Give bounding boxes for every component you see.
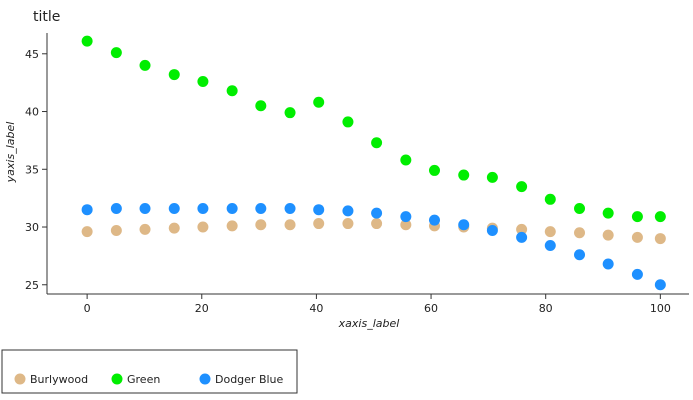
burlywood-point <box>110 224 122 236</box>
green-point <box>313 96 325 108</box>
y-tick-label: 35 <box>25 163 39 176</box>
burlywood-point <box>168 222 180 234</box>
x-tick-label: 40 <box>309 302 323 315</box>
green-point <box>400 154 412 166</box>
legend-box <box>1 349 298 394</box>
dodger-blue-point <box>139 203 151 215</box>
green-point <box>516 181 528 193</box>
green-point <box>544 193 556 205</box>
dodger-blue-point <box>654 279 666 291</box>
green-point <box>110 47 122 59</box>
x-tick-label: 60 <box>424 302 438 315</box>
plot-area <box>46 33 689 295</box>
green-point <box>458 169 470 181</box>
dodger-blue-point <box>168 203 180 215</box>
green-point <box>342 116 354 128</box>
dodger-blue-point <box>342 205 354 217</box>
legend-swatch-dodger-blue <box>199 373 211 385</box>
burlywood-point <box>574 227 586 239</box>
x-tick-label: 80 <box>539 302 553 315</box>
burlywood-point <box>544 226 556 238</box>
green-point <box>284 107 296 119</box>
burlywood-point <box>255 219 267 231</box>
dodger-blue-point <box>486 224 498 236</box>
burlywood-point <box>284 219 296 231</box>
burlywood-point <box>139 223 151 235</box>
dodger-blue-point <box>544 239 556 251</box>
dodger-blue-point <box>255 203 267 215</box>
burlywood-point <box>371 218 383 230</box>
dodger-blue-point <box>458 219 470 231</box>
legend-swatch-green <box>111 373 123 385</box>
dodger-blue-point <box>602 258 614 270</box>
y-axis: 25 30 35 40 45 <box>25 48 47 292</box>
dodger-blue-point <box>313 204 325 216</box>
green-point <box>602 207 614 219</box>
x-axis-label: xaxis_label <box>338 317 400 330</box>
green-point <box>428 164 440 176</box>
legend: Burlywood Green Dodger Blue <box>14 373 284 386</box>
burlywood-point <box>516 223 528 235</box>
dodger-blue-point <box>574 249 586 261</box>
legend-swatch-burlywood <box>14 373 26 385</box>
y-axis-label: yaxis_label <box>4 122 17 184</box>
green-point <box>197 76 209 88</box>
green-point <box>226 85 238 97</box>
y-tick-label: 25 <box>25 279 39 292</box>
burlywood-point <box>197 221 209 233</box>
y-tick-label: 40 <box>25 106 39 119</box>
burlywood-point <box>654 233 666 245</box>
legend-label-burlywood: Burlywood <box>30 373 88 386</box>
burlywood-point <box>400 219 412 231</box>
x-tick-label: 0 <box>84 302 91 315</box>
dodger-blue-point <box>226 203 238 215</box>
x-axis: 0 20 40 60 80 100 <box>84 294 671 315</box>
burlywood-point <box>81 226 93 238</box>
chart-title: title <box>33 9 60 25</box>
x-tick-label: 20 <box>195 302 209 315</box>
dodger-blue-point <box>110 203 122 215</box>
burlywood-point <box>226 220 238 232</box>
dodger-blue-point <box>81 204 93 216</box>
dodger-blue-point <box>516 231 528 243</box>
green-point <box>255 100 267 112</box>
legend-label-dodger-blue: Dodger Blue <box>215 373 284 386</box>
dodger-blue-point <box>197 203 209 215</box>
legend-label-green: Green <box>127 373 160 386</box>
burlywood-point <box>602 229 614 241</box>
green-point <box>574 203 586 215</box>
dodger-blue-point <box>400 211 412 223</box>
y-tick-label: 30 <box>25 221 39 234</box>
green-point <box>654 211 666 223</box>
y-tick-label: 45 <box>25 48 39 61</box>
burlywood-point <box>631 231 643 243</box>
green-point <box>371 137 383 149</box>
green-point <box>631 211 643 223</box>
green-point <box>486 171 498 183</box>
burlywood-point <box>313 218 325 230</box>
x-tick-label: 100 <box>650 302 671 315</box>
dodger-blue-point <box>631 268 643 280</box>
dodger-blue-point <box>428 214 440 226</box>
green-point <box>168 69 180 81</box>
data-points <box>81 35 666 291</box>
green-point <box>81 35 93 47</box>
dodger-blue-point <box>284 203 296 215</box>
dodger-blue-point <box>371 207 383 219</box>
green-point <box>139 59 151 71</box>
burlywood-point <box>342 218 354 230</box>
